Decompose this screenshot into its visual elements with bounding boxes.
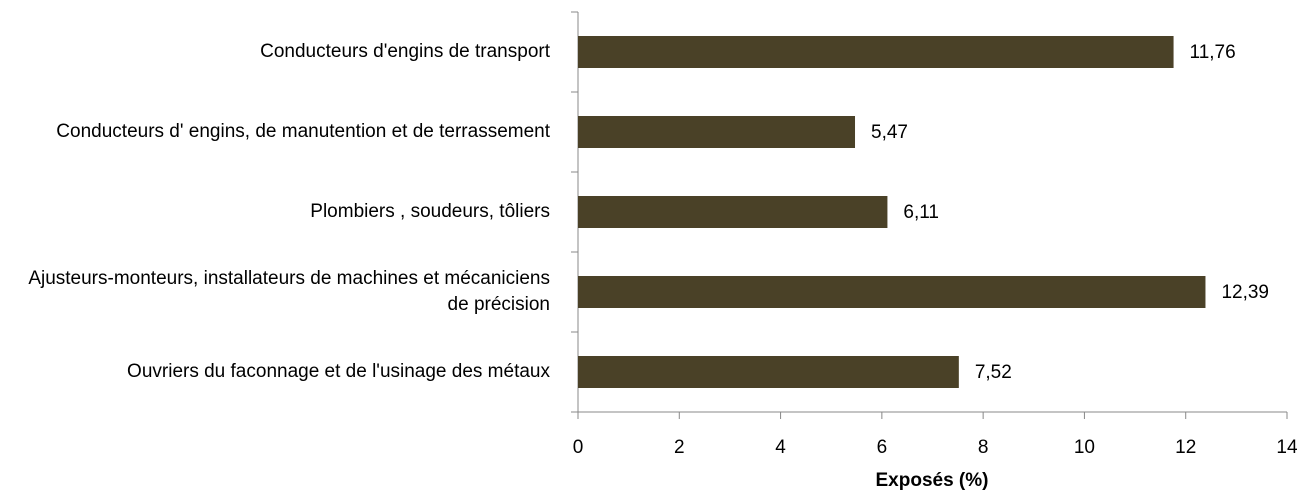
bar [578,116,856,148]
x-tick-label: 12 [1175,437,1196,458]
x-tick-label: 14 [1276,437,1298,458]
value-label: 7,52 [975,362,1012,383]
bar [578,196,888,228]
y-tick-label: Conducteurs d' engins, de manutention et… [56,121,550,142]
category-label-box: Ouvriers du faconnage et de l'usinage de… [127,361,550,382]
y-tick-label: Ouvriers du faconnage et de l'usinage de… [127,361,550,382]
value-label: 12,39 [1221,282,1269,303]
x-tick-label: 10 [1074,437,1095,458]
y-tick-label: Plombiers , soudeurs, tôliers [310,201,550,222]
value-label: 11,76 [1190,42,1236,63]
bar [578,276,1206,308]
value-label: 5,47 [871,122,908,143]
x-tick-label: 4 [775,437,786,458]
x-axis-title: Exposés (%) [876,470,989,491]
value-label: 6,11 [903,202,939,223]
bar [578,36,1174,68]
category-label-box: Plombiers , soudeurs, tôliers [310,201,550,222]
x-tick-label: 8 [978,437,989,458]
bar [578,356,959,388]
category-label-box: Conducteurs d' engins, de manutention et… [56,121,550,142]
y-tick-label: Conducteurs d'engins de transport [260,41,550,62]
x-tick-label: 0 [573,437,584,458]
category-label-box: Conducteurs d'engins de transport [260,41,550,62]
category-label-box: Ajusteurs-monteurs, installateurs de mac… [28,268,550,315]
x-tick-label: 2 [674,437,685,458]
y-tick-label: Ajusteurs-monteurs, installateurs de mac… [28,268,550,315]
x-tick-label: 6 [877,437,888,458]
